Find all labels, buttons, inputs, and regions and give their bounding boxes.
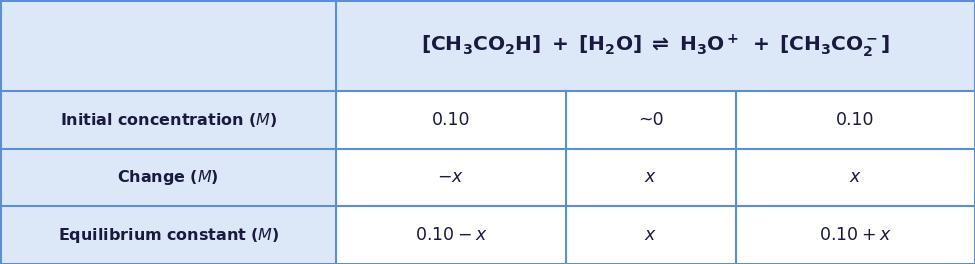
- Text: 0.10: 0.10: [837, 111, 875, 129]
- Text: $x$: $x$: [644, 226, 657, 244]
- Text: $\bf{Change\ (\mathit{M})}$: $\bf{Change\ (\mathit{M})}$: [117, 168, 219, 187]
- Text: ~0: ~0: [638, 111, 664, 129]
- Bar: [566, 91, 736, 149]
- Text: 0.10: 0.10: [432, 111, 470, 129]
- Bar: [736, 149, 975, 206]
- Bar: [336, 0, 975, 91]
- Bar: [336, 149, 566, 206]
- Text: $\bf{Equilibrium\ constant\ (\mathit{M})}$: $\bf{Equilibrium\ constant\ (\mathit{M})…: [58, 226, 279, 244]
- Bar: [336, 206, 566, 264]
- Text: $x$: $x$: [849, 168, 862, 186]
- Bar: [336, 91, 566, 149]
- Bar: [566, 149, 736, 206]
- Bar: [0, 0, 336, 91]
- Text: $\mathbf{[CH_3CO_2H]\ +\ [H_2O]\ \rightleftharpoons\ H_3O^+\ +\ [CH_3CO_2^-]}$: $\mathbf{[CH_3CO_2H]\ +\ [H_2O]\ \rightl…: [421, 32, 890, 59]
- Bar: [566, 206, 736, 264]
- Bar: [0, 91, 336, 149]
- Text: $-x$: $-x$: [438, 168, 464, 186]
- Text: $\bf{Initial\ concentration\ (\mathit{M})}$: $\bf{Initial\ concentration\ (\mathit{M}…: [59, 111, 277, 129]
- Bar: [736, 206, 975, 264]
- Bar: [736, 91, 975, 149]
- Text: $x$: $x$: [644, 168, 657, 186]
- Text: $0.10 + x$: $0.10 + x$: [819, 226, 892, 244]
- Bar: [0, 149, 336, 206]
- Bar: [0, 206, 336, 264]
- Text: $0.10 - x$: $0.10 - x$: [414, 226, 488, 244]
